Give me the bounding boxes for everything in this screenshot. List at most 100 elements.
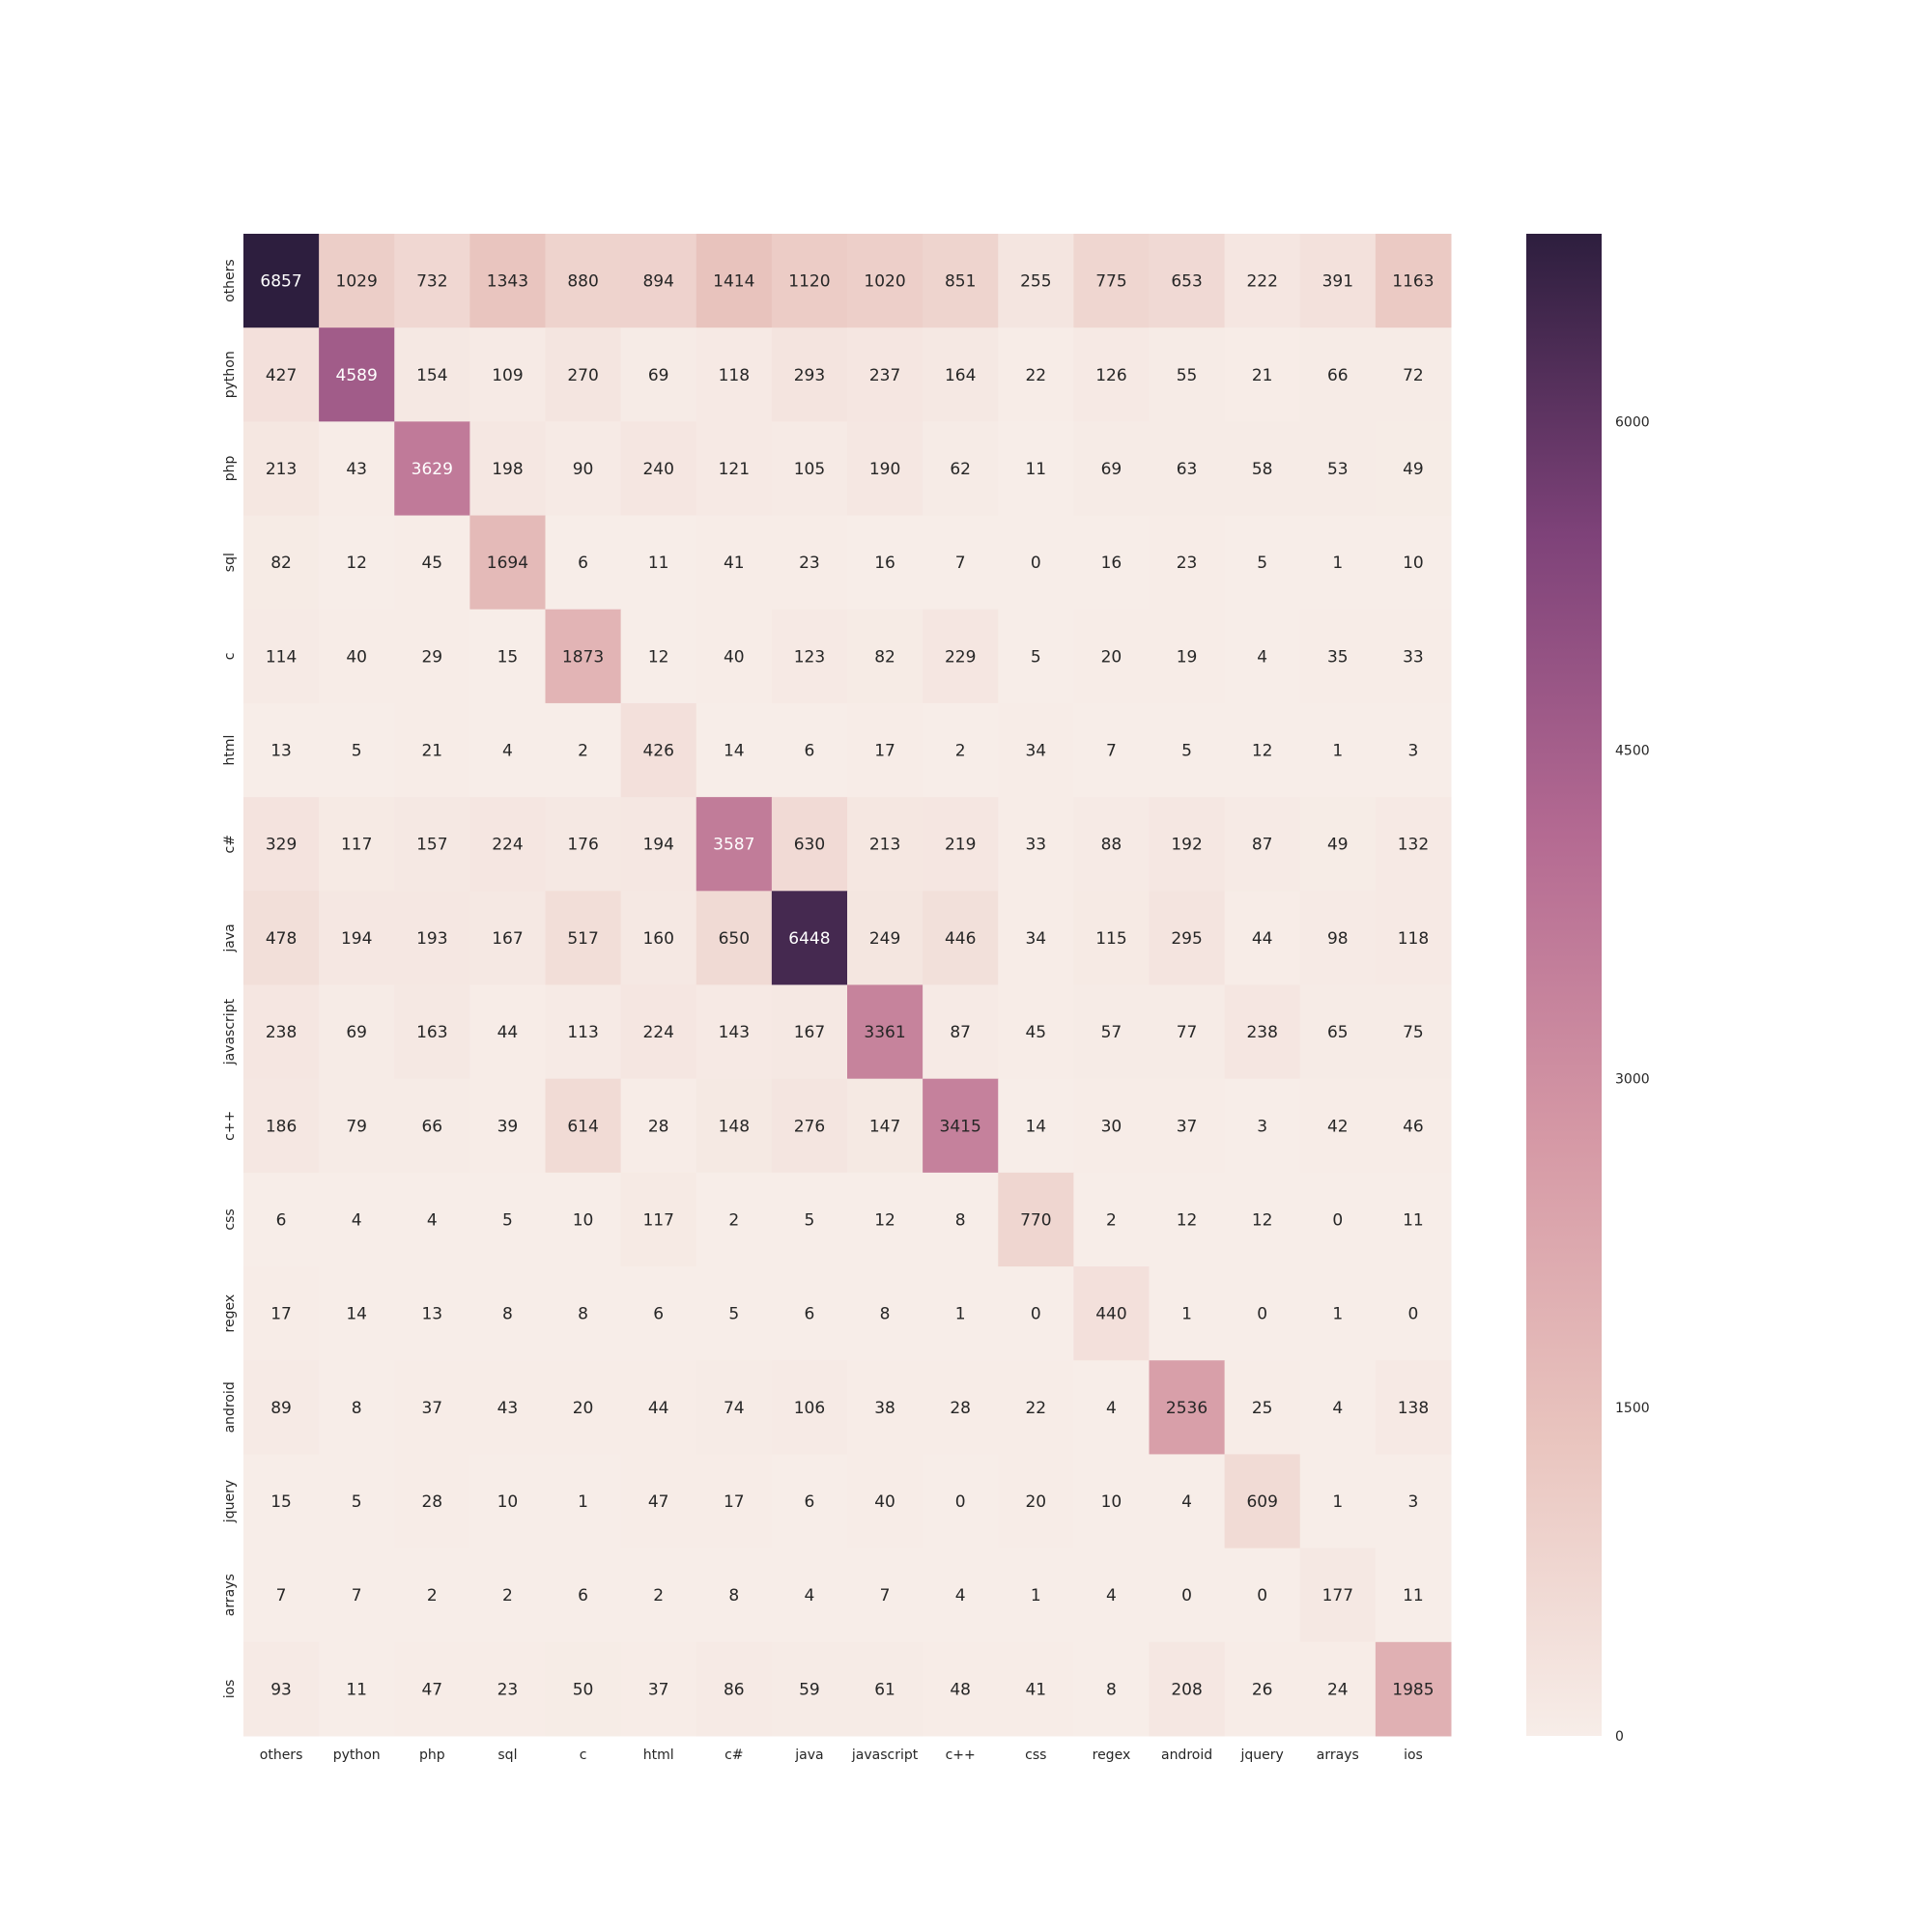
heatmap-cell: [1149, 1360, 1226, 1455]
cell-value-label: 3: [1257, 1117, 1267, 1136]
heatmap-cell: [545, 1360, 622, 1455]
cell-value-label: 4: [502, 742, 513, 761]
cell-value-label: 10: [497, 1492, 519, 1512]
cell-value-label: 13: [421, 1305, 442, 1324]
heatmap-cell: [696, 1172, 773, 1267]
cell-value-label: 3587: [713, 836, 754, 855]
cell-value-label: 6: [276, 1210, 287, 1230]
cell-value-label: 2: [653, 1586, 664, 1605]
heatmap-cell: [847, 797, 923, 892]
cell-value-label: 894: [642, 272, 673, 292]
heatmap-cell: [620, 421, 697, 517]
heatmap-cell: [771, 984, 848, 1080]
heatmap-cell: [1073, 702, 1150, 798]
cell-value-label: 41: [1025, 1680, 1046, 1699]
x-tick-label: ios: [1404, 1747, 1423, 1763]
cell-value-label: 16: [874, 554, 895, 573]
cell-value-label: 33: [1025, 836, 1046, 855]
heatmap-cell: [394, 1078, 470, 1174]
heatmap-cell: [847, 327, 923, 422]
heatmap-cell: [771, 327, 848, 422]
heatmap-cell: [998, 984, 1074, 1080]
cell-value-label: 2: [502, 1586, 513, 1605]
heatmap-cell: [1375, 1172, 1452, 1267]
heatmap-cell: [1375, 1266, 1452, 1361]
cell-value-label: 14: [1025, 1117, 1046, 1136]
heatmap-cell: [923, 1360, 999, 1455]
heatmap-cell: [545, 1266, 622, 1361]
cell-value-label: 28: [950, 1399, 971, 1418]
heatmap-cell: [923, 609, 999, 704]
cell-value-label: 65: [1327, 1023, 1349, 1042]
cell-value-label: 0: [1031, 1305, 1041, 1324]
heatmap-cell: [319, 1172, 395, 1267]
cell-value-label: 478: [266, 929, 297, 949]
heatmap-cell: [319, 515, 395, 611]
heatmap-cell: [1375, 1454, 1452, 1549]
heatmap-cell: [1299, 515, 1377, 611]
heatmap-cell: [620, 797, 697, 892]
heatmap-cell: [771, 891, 848, 985]
cell-value-label: 21: [421, 742, 442, 761]
heatmap-cell: [1375, 515, 1452, 611]
y-tick-label: regex: [222, 1294, 238, 1333]
cell-value-label: 426: [642, 742, 673, 761]
cell-value-label: 43: [497, 1399, 519, 1418]
heatmap-cell: [1149, 327, 1226, 422]
heatmap-cell: [394, 609, 470, 704]
heatmap-cell: [319, 234, 395, 328]
cell-value-label: 1: [1181, 1305, 1192, 1324]
heatmap-cell: [1073, 1454, 1150, 1549]
cell-value-label: 20: [573, 1399, 594, 1418]
cell-value-label: 7: [276, 1586, 287, 1605]
cell-value-label: 160: [642, 929, 673, 949]
heatmap-cell: [1149, 1548, 1226, 1643]
cell-value-label: 2: [955, 742, 966, 761]
cell-value-label: 20: [1101, 647, 1122, 667]
heatmap-cell: [771, 515, 848, 611]
heatmap-cell: [1375, 1641, 1452, 1737]
heatmap-cell: [1224, 1548, 1301, 1643]
cell-value-label: 126: [1095, 366, 1126, 385]
cell-value-label: 66: [1327, 366, 1349, 385]
heatmap-cell: [1375, 1548, 1452, 1643]
heatmap-cell: [620, 234, 697, 328]
cell-value-label: 12: [1252, 742, 1273, 761]
heatmap-cell: [1149, 1078, 1226, 1174]
cell-value-label: 1: [1332, 554, 1343, 573]
y-tick-label: python: [222, 351, 238, 398]
cell-value-label: 194: [341, 929, 372, 949]
cell-value-label: 293: [794, 366, 825, 385]
heatmap-cell: [696, 609, 773, 704]
cell-value-label: 2536: [1166, 1399, 1208, 1418]
heatmap-cell: [771, 702, 848, 798]
heatmap-cell: [545, 1548, 622, 1643]
y-tick-label: html: [222, 735, 238, 766]
heatmap-cell: [319, 609, 395, 704]
heatmap-cell: [847, 421, 923, 517]
heatmap-cell: [696, 891, 773, 985]
heatmap-cell: [243, 1172, 320, 1267]
heatmap-cell: [847, 1360, 923, 1455]
heatmap-cell: [1224, 515, 1301, 611]
cell-value-label: 8: [578, 1305, 588, 1324]
heatmap-cell: [696, 1454, 773, 1549]
cell-value-label: 10: [1101, 1492, 1122, 1512]
cell-value-label: 109: [492, 366, 523, 385]
cell-value-label: 69: [346, 1023, 367, 1042]
cell-value-label: 118: [1398, 929, 1429, 949]
cell-value-label: 10: [1403, 554, 1424, 573]
cell-value-label: 44: [1252, 929, 1273, 949]
heatmap-cells: [243, 234, 1452, 1737]
cell-value-label: 4: [805, 1586, 815, 1605]
heatmap-cell: [620, 515, 697, 611]
cell-value-label: 10: [573, 1210, 594, 1230]
x-tick-label: css: [1025, 1747, 1046, 1763]
heatmap-cell: [696, 1266, 773, 1361]
cell-value-label: 167: [492, 929, 523, 949]
cell-value-label: 30: [1101, 1117, 1122, 1136]
heatmap-cell: [394, 891, 470, 985]
heatmap-cell: [469, 702, 546, 798]
cell-value-label: 59: [799, 1680, 820, 1699]
heatmap-cell: [469, 1266, 546, 1361]
